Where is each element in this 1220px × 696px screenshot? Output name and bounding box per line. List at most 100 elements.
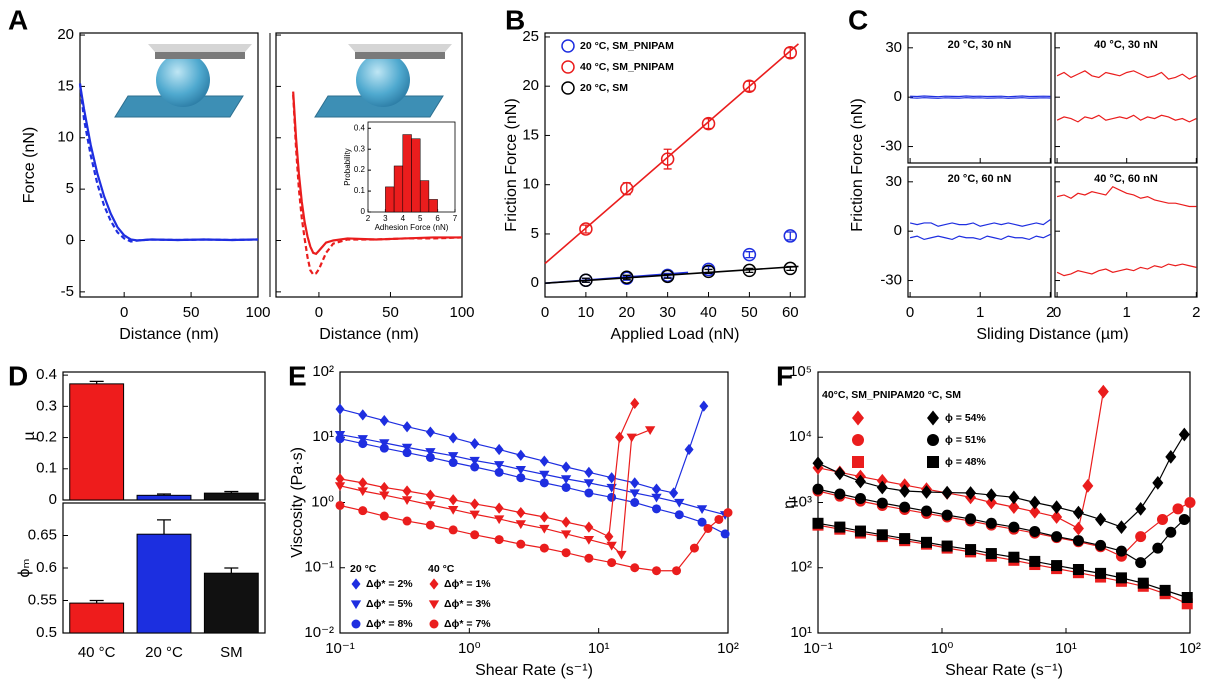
data-point xyxy=(620,270,634,285)
data-point xyxy=(1029,504,1041,519)
data-point xyxy=(358,439,368,449)
data-point xyxy=(783,261,798,276)
legend-marker xyxy=(429,578,439,590)
data-point xyxy=(1165,526,1177,538)
data-point xyxy=(616,550,627,560)
x-tick-label: 7 xyxy=(453,214,458,223)
x-tick-label: SM xyxy=(220,644,243,661)
y-tick-label: 0.55 xyxy=(28,591,57,608)
data-point xyxy=(630,498,640,507)
data-point xyxy=(447,505,459,515)
data-point xyxy=(379,443,389,453)
error-bar xyxy=(786,231,795,241)
x-axis-label: Shear Rate (s⁻¹) xyxy=(475,662,593,679)
data-point xyxy=(539,470,550,480)
data-point xyxy=(615,431,625,443)
x-axis-label: Distance (nm) xyxy=(119,326,219,343)
data-point xyxy=(742,263,757,278)
data-point xyxy=(448,525,458,535)
subplot-title: 40 °C, 60 nN xyxy=(1094,173,1158,185)
y-tick-label: 10¹ xyxy=(312,428,334,445)
data-point xyxy=(630,563,640,573)
data-point xyxy=(539,524,550,534)
data-point xyxy=(515,465,526,475)
data-point xyxy=(1029,555,1041,567)
data-point xyxy=(379,481,389,494)
y-tick-label: -30 xyxy=(880,138,902,155)
data-point xyxy=(1095,567,1107,579)
x-tick-label: 10² xyxy=(1179,640,1201,657)
y-tick-label: 10⁴ xyxy=(789,428,812,445)
error-bar xyxy=(663,273,672,279)
data-point xyxy=(630,397,640,410)
data-point xyxy=(470,437,480,450)
data-point xyxy=(334,482,346,492)
data-point xyxy=(834,466,846,481)
data-point xyxy=(1095,512,1107,527)
data-point xyxy=(335,403,345,415)
x-tick-label: 0 xyxy=(906,304,914,321)
data-point xyxy=(335,500,345,510)
series-line xyxy=(1056,114,1197,123)
data-point xyxy=(425,501,436,511)
data-point xyxy=(812,456,824,471)
panel-letter: C xyxy=(848,4,868,35)
histogram-bar xyxy=(385,186,395,213)
legend-marker xyxy=(852,410,864,426)
afm-cartoon xyxy=(114,44,252,118)
data-point xyxy=(539,478,549,488)
data-point xyxy=(1029,525,1041,537)
error-bar xyxy=(622,274,631,280)
data-point xyxy=(584,466,594,478)
bar xyxy=(69,383,125,501)
series-line xyxy=(1056,263,1197,277)
data-point xyxy=(1152,542,1164,554)
legend-marker xyxy=(852,434,864,446)
legend-marker xyxy=(561,81,575,95)
data-point xyxy=(583,536,595,545)
data-point xyxy=(965,513,977,525)
error-bar xyxy=(704,268,713,275)
legend-marker xyxy=(350,600,362,610)
bar xyxy=(136,533,192,634)
data-point xyxy=(1172,503,1184,515)
data-point xyxy=(493,461,505,470)
data-point xyxy=(1135,557,1147,569)
data-point xyxy=(539,543,549,553)
panel-letter: D xyxy=(8,360,28,391)
data-point xyxy=(1008,490,1020,505)
y-tick-label: 15 xyxy=(57,77,74,94)
data-point xyxy=(669,487,679,499)
error-bar xyxy=(581,277,590,283)
data-point xyxy=(620,181,634,196)
y-tick-label: 10⁰ xyxy=(311,493,334,510)
data-point xyxy=(584,488,594,498)
panel-letter: F xyxy=(776,360,793,391)
histogram-bar xyxy=(419,180,430,213)
x-tick-label: 50 xyxy=(741,304,758,321)
x-tick-label: 0 xyxy=(315,304,323,321)
data-point xyxy=(985,495,997,510)
legend-marker xyxy=(927,410,939,426)
data-point xyxy=(1029,495,1041,510)
histogram-bar xyxy=(411,138,421,213)
data-point xyxy=(470,498,480,510)
data-point xyxy=(701,116,716,131)
legend-header: 20 °C, SM xyxy=(913,389,961,401)
data-point xyxy=(425,448,436,457)
data-point xyxy=(448,432,458,444)
data-point xyxy=(425,489,435,501)
data-point xyxy=(921,485,933,499)
data-point xyxy=(965,544,977,556)
y-tick-label: 20 xyxy=(522,77,539,94)
data-point xyxy=(448,458,458,468)
data-point xyxy=(561,548,571,558)
data-point xyxy=(516,539,526,549)
data-point xyxy=(899,533,911,545)
legend-label: Δϕ* = 3% xyxy=(444,598,491,610)
data-point xyxy=(584,553,594,563)
y-axis-label: ηᵣ xyxy=(781,496,798,509)
data-point xyxy=(854,474,866,489)
data-point xyxy=(470,462,480,472)
y-tick-label: 0 xyxy=(894,88,902,105)
